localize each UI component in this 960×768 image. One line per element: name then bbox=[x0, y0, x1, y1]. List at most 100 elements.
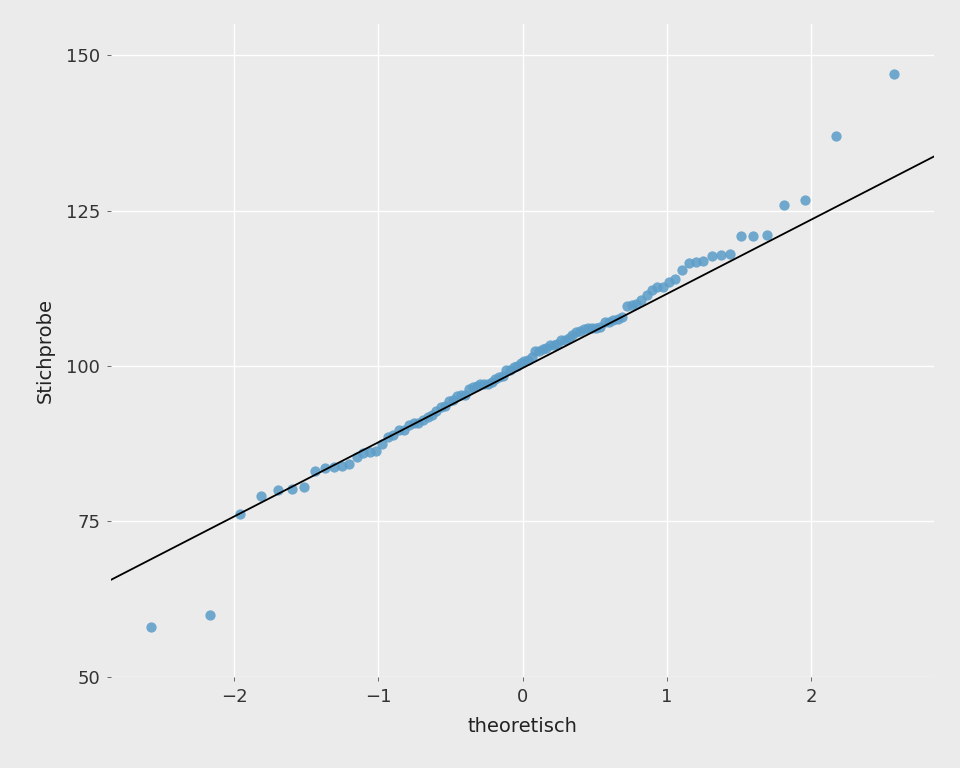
Point bbox=[704, 250, 719, 263]
Point bbox=[374, 439, 390, 451]
Point bbox=[342, 458, 357, 471]
Point bbox=[713, 249, 729, 261]
Point bbox=[524, 350, 540, 362]
Point bbox=[317, 462, 332, 475]
Point bbox=[674, 263, 689, 276]
Point bbox=[634, 293, 649, 306]
Point bbox=[449, 389, 465, 402]
Point bbox=[681, 257, 696, 269]
Point bbox=[614, 311, 630, 323]
Point bbox=[411, 416, 426, 429]
Point bbox=[476, 378, 492, 390]
Point bbox=[506, 360, 521, 372]
Point bbox=[401, 419, 417, 431]
Point bbox=[510, 360, 525, 372]
Point bbox=[572, 325, 588, 337]
Point bbox=[624, 300, 639, 312]
Point bbox=[539, 342, 554, 354]
Point bbox=[639, 289, 655, 301]
Point bbox=[253, 490, 269, 502]
Point bbox=[568, 326, 584, 339]
Point bbox=[513, 356, 528, 369]
Point bbox=[688, 256, 704, 268]
Point bbox=[585, 322, 600, 334]
Point bbox=[453, 389, 468, 401]
Point bbox=[386, 429, 401, 442]
Point bbox=[601, 316, 616, 328]
Point bbox=[457, 389, 472, 401]
Point bbox=[644, 283, 660, 296]
Point bbox=[592, 321, 608, 333]
Point bbox=[424, 409, 440, 421]
Point bbox=[362, 445, 377, 458]
Point bbox=[461, 382, 476, 395]
Point bbox=[297, 481, 312, 493]
Point bbox=[437, 400, 452, 412]
Point bbox=[445, 394, 461, 406]
Point bbox=[561, 333, 576, 345]
Y-axis label: Stichprobe: Stichprobe bbox=[36, 298, 55, 403]
Point bbox=[495, 370, 511, 382]
Point bbox=[349, 452, 365, 464]
Point bbox=[886, 68, 901, 80]
Point bbox=[576, 323, 591, 335]
Point bbox=[202, 608, 217, 621]
Point bbox=[480, 377, 495, 389]
Point bbox=[520, 354, 536, 366]
Point bbox=[759, 229, 775, 241]
Point bbox=[553, 334, 568, 346]
Point bbox=[356, 446, 372, 458]
Point bbox=[433, 400, 448, 412]
Point bbox=[396, 423, 412, 435]
Point bbox=[416, 414, 431, 426]
Point bbox=[535, 343, 550, 355]
Point bbox=[472, 379, 488, 391]
Point bbox=[466, 380, 481, 392]
Point bbox=[610, 313, 625, 325]
Point bbox=[667, 273, 683, 286]
Point bbox=[369, 445, 384, 458]
Point bbox=[429, 405, 444, 417]
Point bbox=[488, 372, 503, 385]
Point bbox=[619, 300, 635, 312]
Point bbox=[420, 411, 435, 423]
Point bbox=[542, 339, 558, 352]
Point bbox=[564, 329, 580, 341]
Point bbox=[723, 247, 738, 260]
Point bbox=[334, 460, 349, 472]
Point bbox=[502, 364, 517, 376]
Point bbox=[798, 194, 813, 207]
Point bbox=[271, 485, 286, 497]
Point bbox=[656, 280, 671, 293]
Point bbox=[516, 355, 532, 367]
Point bbox=[629, 298, 644, 310]
Point bbox=[531, 344, 546, 356]
Point bbox=[606, 314, 621, 326]
Point bbox=[650, 281, 665, 293]
Point bbox=[696, 254, 711, 266]
X-axis label: theoretisch: theoretisch bbox=[468, 717, 578, 736]
Point bbox=[581, 322, 596, 334]
Point bbox=[828, 130, 843, 142]
Point bbox=[557, 334, 572, 346]
Point bbox=[284, 482, 300, 495]
Point bbox=[468, 380, 484, 392]
Point bbox=[550, 338, 565, 350]
Point bbox=[232, 508, 248, 520]
Point bbox=[406, 417, 421, 429]
Point bbox=[325, 462, 341, 474]
Point bbox=[528, 345, 543, 357]
Point bbox=[777, 199, 792, 211]
Point bbox=[307, 465, 323, 477]
Point bbox=[498, 364, 514, 376]
Point bbox=[733, 230, 749, 243]
Point bbox=[588, 321, 604, 333]
Point bbox=[597, 316, 612, 329]
Point bbox=[380, 431, 396, 443]
Point bbox=[484, 376, 499, 388]
Point bbox=[661, 276, 677, 288]
Point bbox=[746, 230, 761, 242]
Point bbox=[492, 370, 507, 382]
Point bbox=[143, 621, 158, 633]
Point bbox=[546, 339, 562, 351]
